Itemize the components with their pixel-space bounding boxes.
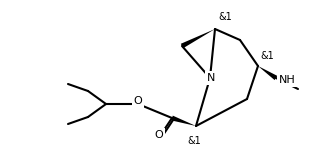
- Text: &1: &1: [218, 12, 232, 22]
- Polygon shape: [171, 116, 196, 126]
- Polygon shape: [258, 66, 277, 80]
- Text: N: N: [207, 73, 215, 83]
- Text: O: O: [134, 96, 142, 106]
- Text: NH: NH: [279, 75, 296, 85]
- Text: O: O: [155, 130, 164, 140]
- Polygon shape: [181, 29, 215, 48]
- Text: &1: &1: [260, 51, 274, 61]
- Text: &1: &1: [187, 136, 201, 146]
